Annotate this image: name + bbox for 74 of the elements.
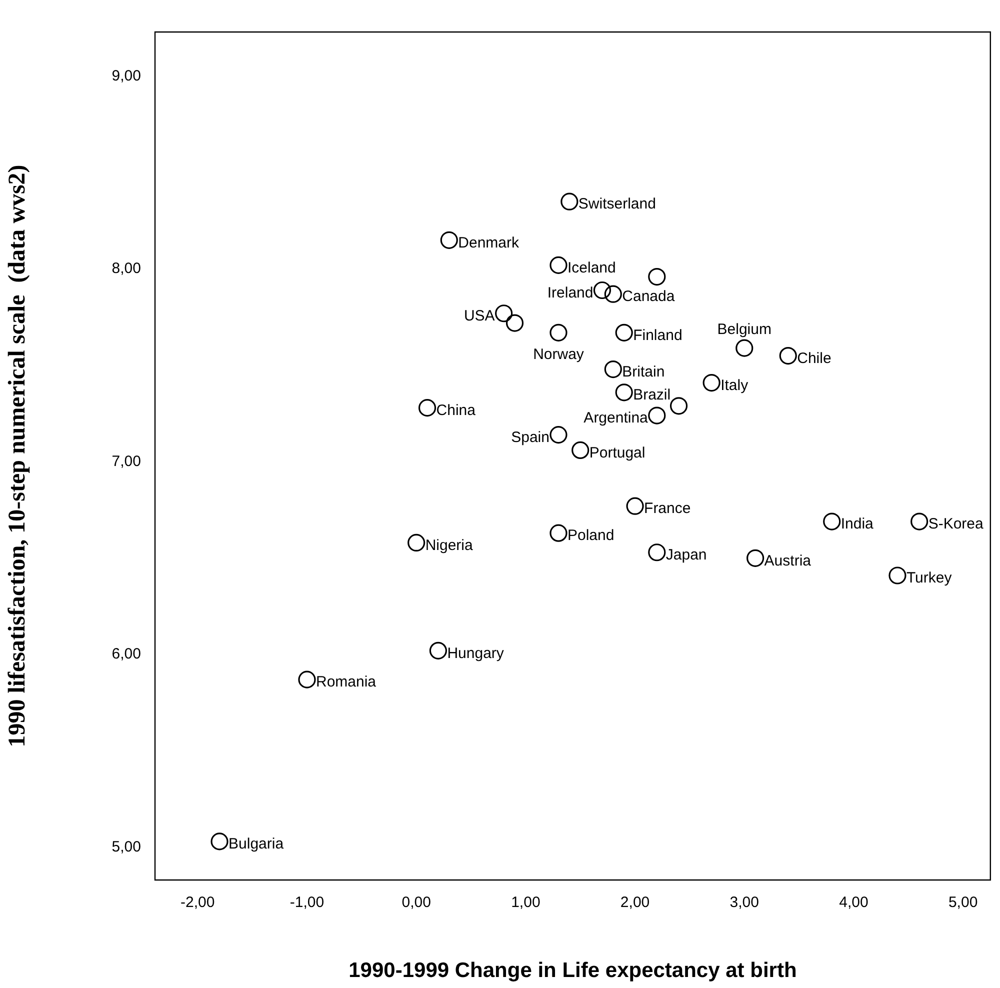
point	[604, 285, 622, 303]
annotation: Norway	[533, 346, 584, 363]
point	[910, 512, 928, 530]
point	[408, 534, 426, 552]
annotation: Hungary	[447, 644, 504, 662]
annotation: Finland	[633, 326, 682, 344]
y-tick-label: 6,00	[112, 646, 141, 663]
annotation: Poland	[567, 527, 614, 544]
annotation: Switserland	[578, 196, 656, 213]
point	[418, 399, 436, 417]
annotation: Japan	[666, 546, 707, 564]
annotation: Britain	[622, 363, 665, 380]
point	[626, 497, 644, 515]
point	[779, 346, 797, 365]
point	[648, 406, 666, 424]
annotation: Spain	[511, 428, 550, 446]
annotation: Iceland	[567, 259, 616, 276]
annotation: Bulgaria	[228, 836, 284, 853]
annotation: Denmark	[458, 234, 520, 252]
point	[210, 832, 228, 850]
annotation: Brazil	[633, 386, 671, 404]
y-tick-label: 8,00	[112, 260, 141, 278]
point	[429, 642, 448, 660]
point	[298, 670, 316, 688]
point	[440, 231, 458, 249]
annotation: Portugal	[589, 444, 646, 462]
point	[506, 314, 524, 332]
annotation: Nigeria	[425, 536, 474, 554]
annotation: Austria	[764, 552, 812, 570]
point	[670, 397, 688, 415]
point	[888, 566, 906, 584]
y-axis-title: 1990 lifesatisfaction, 10-step numerical scale (data wvs2)	[4, 164, 31, 748]
point	[495, 304, 513, 322]
annotation: Argentina	[584, 410, 649, 427]
point	[550, 426, 568, 444]
x-tick-label: -2,00	[180, 894, 215, 912]
annotation: India	[840, 516, 874, 533]
point	[823, 512, 841, 530]
point	[736, 339, 754, 357]
x-tick-label: 3,00	[730, 894, 759, 912]
y-tick-label: 7,00	[112, 452, 141, 470]
annotation: Chile	[797, 350, 832, 367]
annotation: S-Korea	[928, 516, 984, 533]
y-tick-label: 5,00	[112, 838, 141, 856]
x-tick-label: 2,00	[620, 894, 650, 912]
annotation: Belgium	[717, 321, 772, 338]
x-tick-label: 4,00	[839, 894, 868, 912]
annotation: France	[644, 500, 691, 518]
annotation: USA	[464, 308, 495, 325]
point	[615, 384, 633, 402]
point	[615, 324, 633, 342]
point	[702, 374, 720, 392]
point	[604, 360, 622, 378]
x-axis-title: 1990-1999 Change in Life expectancy at birth	[348, 959, 797, 982]
x-tick-label: 5,00	[948, 894, 978, 912]
point	[550, 256, 568, 274]
x-tick-label: 1,00	[511, 894, 540, 912]
y-tick-label: 9,00	[112, 67, 141, 84]
annotation: Romania	[316, 674, 377, 691]
annotation: Turkey	[906, 570, 952, 587]
point	[550, 324, 568, 342]
annotation: Canada	[622, 288, 676, 306]
point	[593, 281, 612, 300]
annotation: Ireland	[547, 284, 594, 302]
point	[560, 192, 578, 210]
point	[648, 544, 666, 562]
point	[550, 524, 568, 542]
annotation: Italy	[720, 376, 749, 394]
x-tick-label: -1,00	[290, 894, 324, 912]
annotation: China	[436, 402, 476, 419]
x-tick-label: 0,00	[402, 894, 431, 912]
point	[746, 549, 764, 567]
point	[648, 268, 666, 286]
point	[572, 441, 590, 460]
